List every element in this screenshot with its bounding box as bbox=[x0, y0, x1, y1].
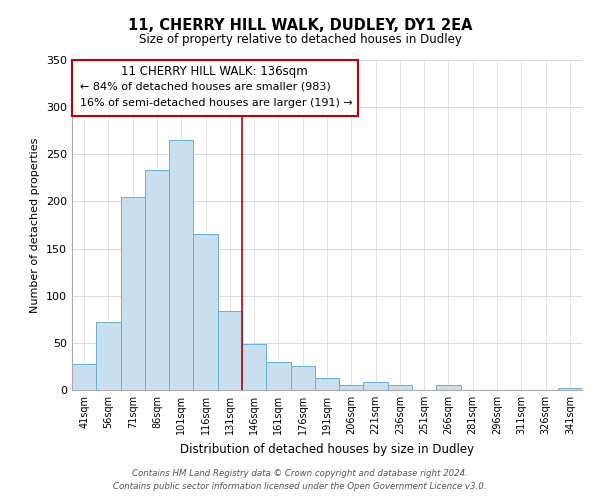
Text: Contains HM Land Registry data © Crown copyright and database right 2024.: Contains HM Land Registry data © Crown c… bbox=[132, 468, 468, 477]
Bar bbox=[290, 366, 315, 390]
Y-axis label: Number of detached properties: Number of detached properties bbox=[31, 138, 40, 312]
Text: Contains public sector information licensed under the Open Government Licence v3: Contains public sector information licen… bbox=[113, 482, 487, 491]
Text: 11, CHERRY HILL WALK, DUDLEY, DY1 2EA: 11, CHERRY HILL WALK, DUDLEY, DY1 2EA bbox=[128, 18, 472, 32]
Bar bbox=[266, 362, 290, 390]
X-axis label: Distribution of detached houses by size in Dudley: Distribution of detached houses by size … bbox=[180, 442, 474, 456]
Bar bbox=[169, 140, 193, 390]
FancyBboxPatch shape bbox=[72, 60, 358, 116]
Text: Size of property relative to detached houses in Dudley: Size of property relative to detached ho… bbox=[139, 34, 461, 46]
Bar bbox=[96, 322, 121, 390]
Bar bbox=[72, 364, 96, 390]
Text: 11 CHERRY HILL WALK: 136sqm: 11 CHERRY HILL WALK: 136sqm bbox=[121, 65, 308, 78]
Bar bbox=[315, 378, 339, 390]
Bar bbox=[388, 386, 412, 390]
Bar bbox=[121, 196, 145, 390]
Bar bbox=[558, 388, 582, 390]
Bar bbox=[242, 344, 266, 390]
Bar bbox=[339, 386, 364, 390]
Bar bbox=[218, 311, 242, 390]
Text: 16% of semi-detached houses are larger (191) →: 16% of semi-detached houses are larger (… bbox=[80, 98, 352, 108]
Text: ← 84% of detached houses are smaller (983): ← 84% of detached houses are smaller (98… bbox=[80, 82, 331, 92]
Bar bbox=[193, 234, 218, 390]
Bar bbox=[364, 382, 388, 390]
Bar bbox=[436, 386, 461, 390]
Bar bbox=[145, 170, 169, 390]
